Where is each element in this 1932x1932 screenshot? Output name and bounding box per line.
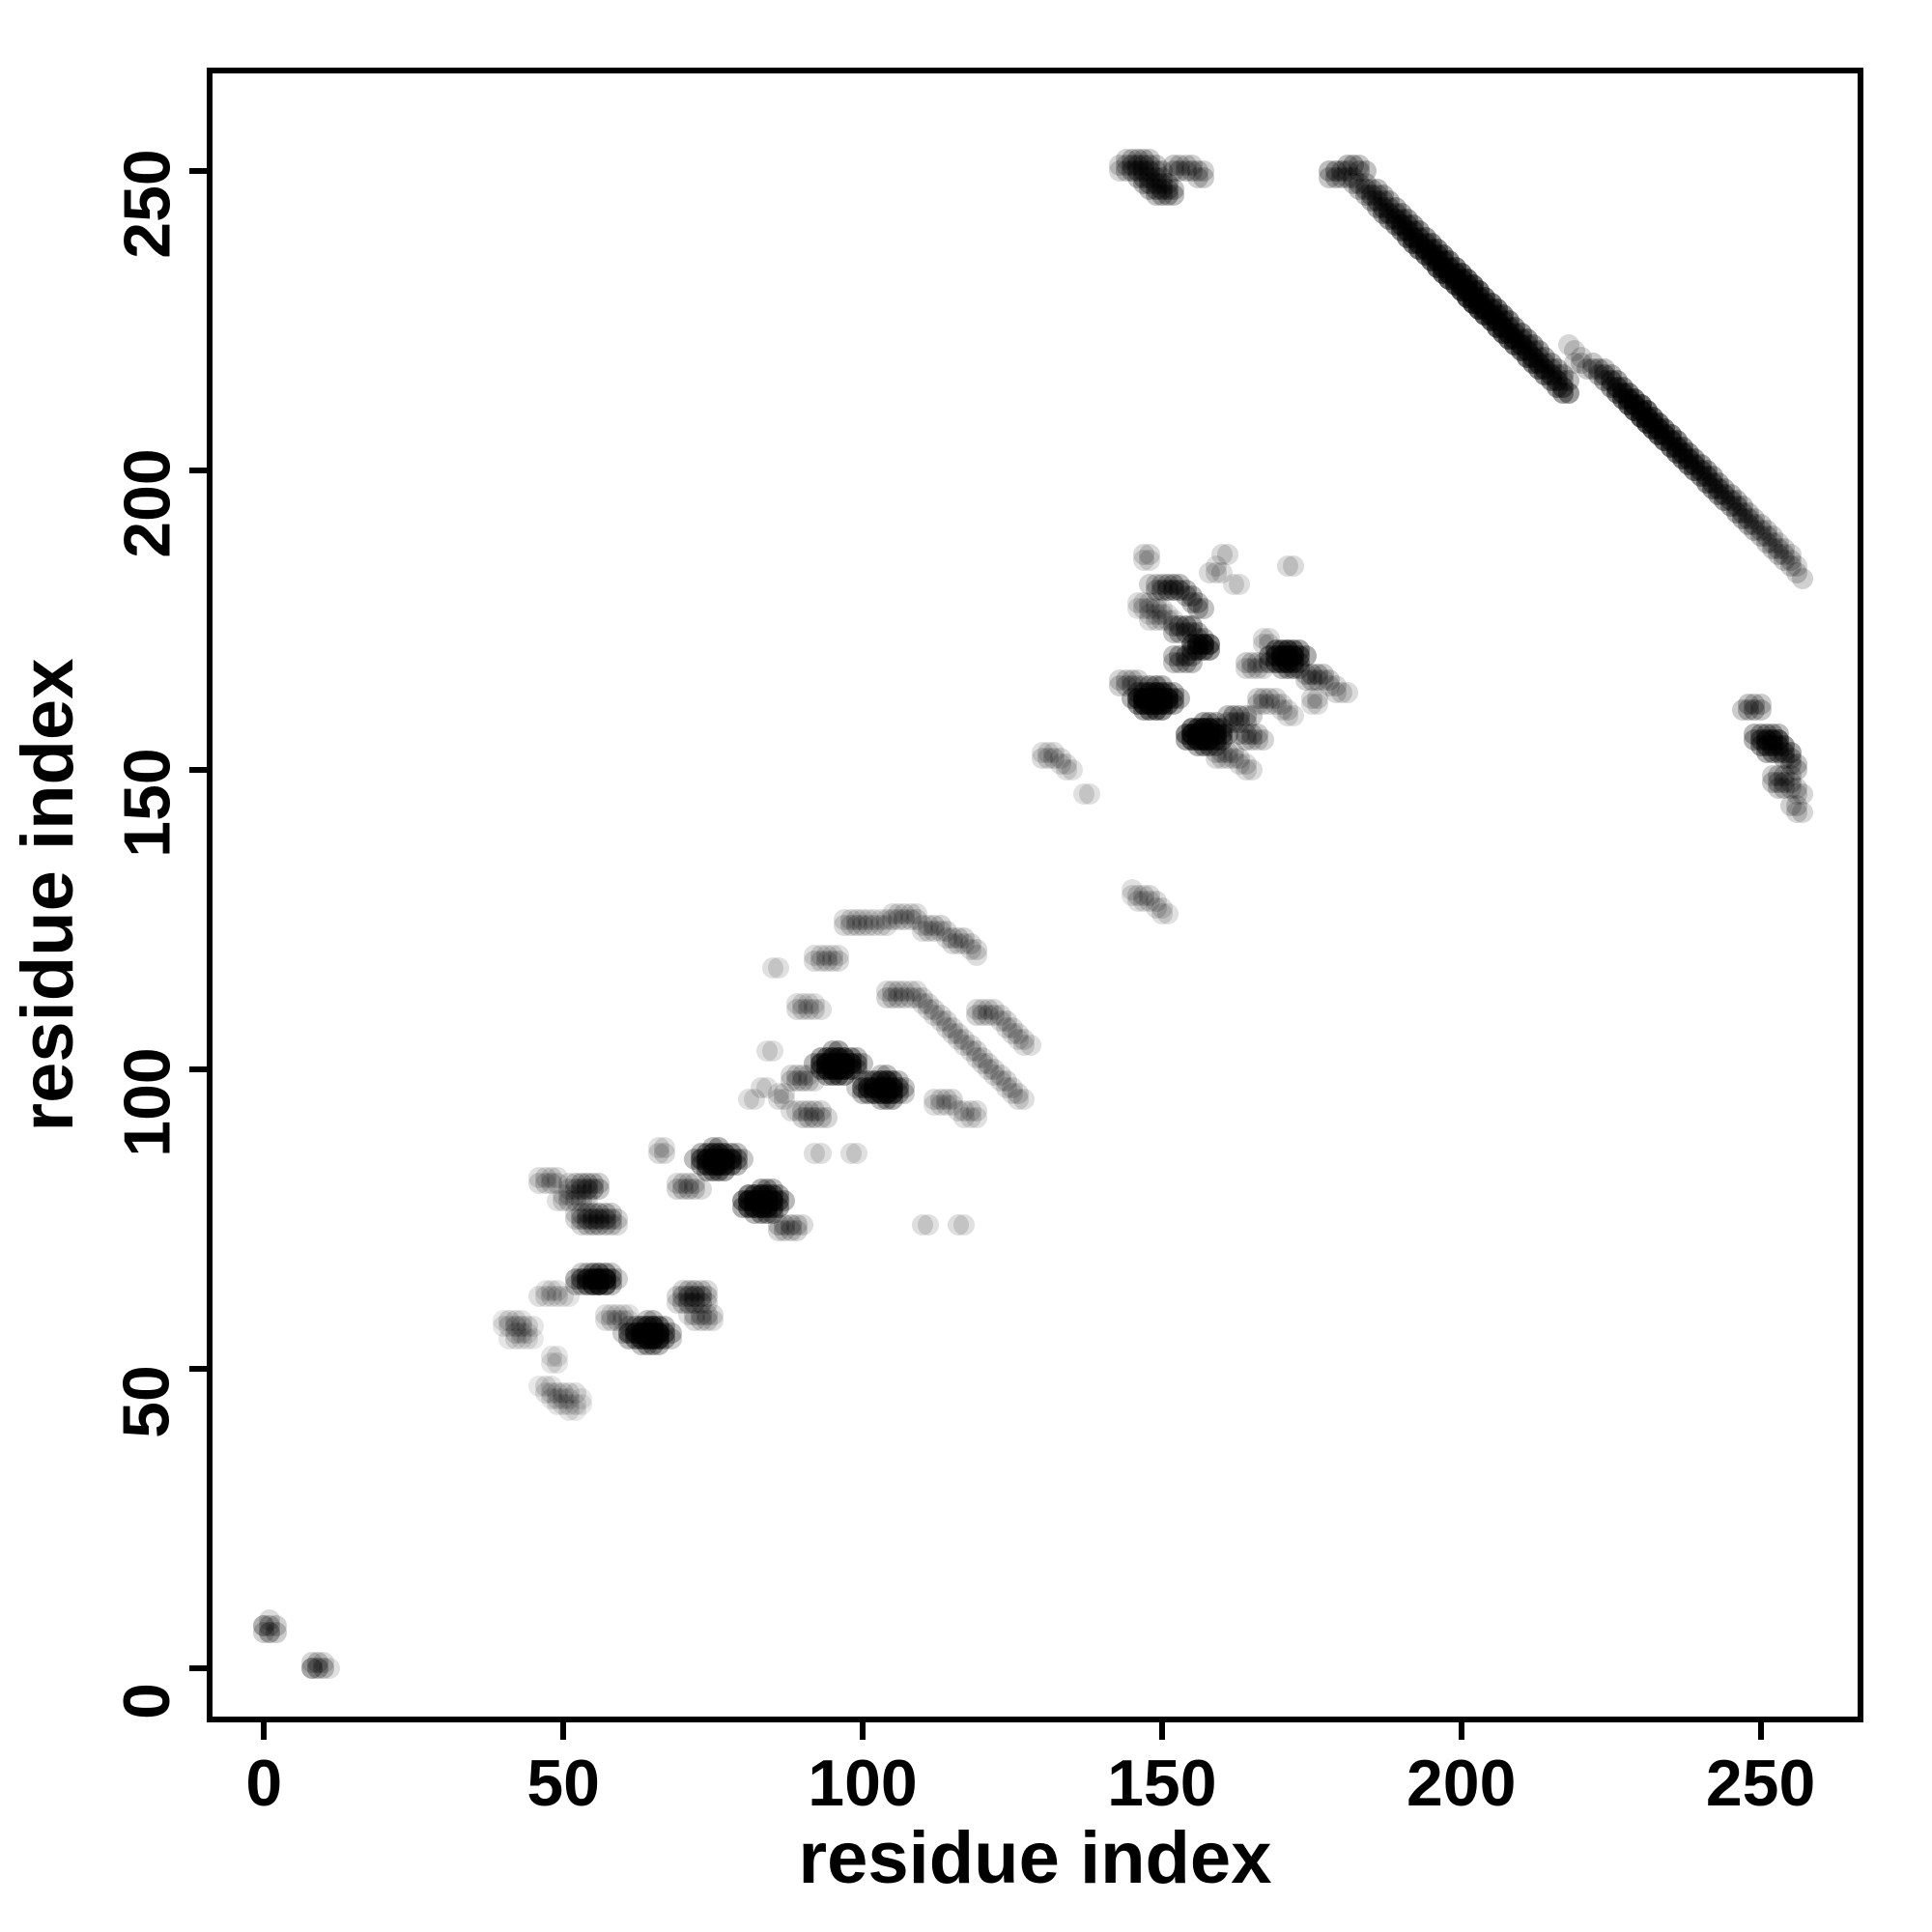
y-tick-mark	[189, 168, 207, 175]
x-tick-mark	[1757, 1722, 1764, 1740]
y-tick-mark	[189, 468, 207, 474]
y-tick-mark	[189, 1365, 207, 1372]
y-tick-label: 150	[110, 748, 184, 858]
x-tick-label: 100	[808, 1747, 918, 1820]
y-tick-label: 50	[110, 1365, 184, 1438]
x-tick-mark	[1458, 1722, 1464, 1740]
y-tick-label: 250	[110, 149, 184, 260]
x-tick-label: 0	[245, 1747, 283, 1820]
x-axis-title: residue index	[798, 1817, 1272, 1899]
x-tick-mark	[261, 1722, 268, 1740]
y-tick-mark	[189, 1066, 207, 1072]
x-tick-mark	[560, 1722, 567, 1740]
x-tick-label: 50	[526, 1747, 600, 1820]
y-axis-title: residue index	[7, 658, 89, 1132]
y-tick-label: 100	[110, 1047, 184, 1157]
x-tick-mark	[1158, 1722, 1165, 1740]
x-tick-label: 200	[1406, 1747, 1517, 1820]
x-tick-mark	[860, 1722, 866, 1740]
y-tick-mark	[189, 767, 207, 774]
y-tick-label: 200	[110, 448, 184, 559]
plot-frame	[207, 68, 1863, 1722]
x-tick-label: 250	[1705, 1747, 1816, 1820]
y-tick-mark	[189, 1664, 207, 1671]
y-tick-label: 0	[110, 1682, 184, 1719]
x-tick-label: 150	[1107, 1747, 1217, 1820]
